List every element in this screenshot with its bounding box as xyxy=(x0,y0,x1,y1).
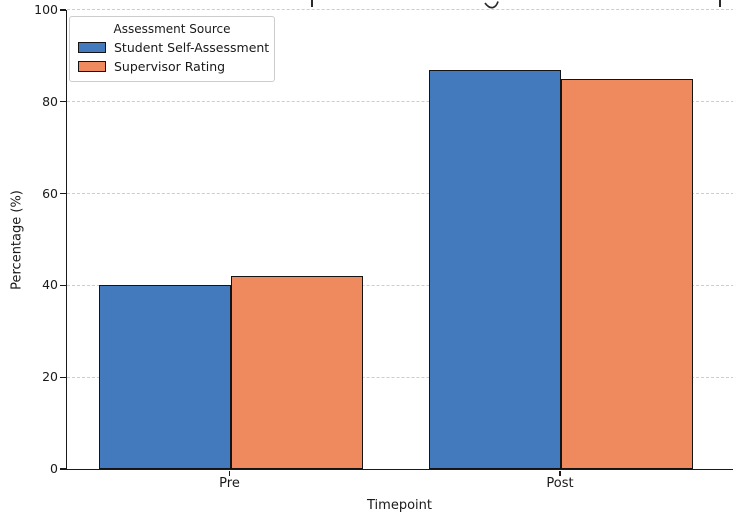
clipped-title-fragment xyxy=(484,1,499,9)
bar-post-supervisor-rating xyxy=(561,78,693,469)
y-tick-label: 0 xyxy=(50,461,58,476)
gridline-y-80 xyxy=(67,101,733,103)
legend-label: Supervisor Rating xyxy=(114,59,226,74)
legend-label: Student Self-Assessment xyxy=(114,40,270,55)
y-tick-label: 60 xyxy=(42,185,58,201)
bar-post-student-self-assessment xyxy=(429,69,561,469)
y-tick-mark xyxy=(60,101,66,103)
y-tick-label: 20 xyxy=(42,369,58,385)
clipped-title-fragment xyxy=(719,0,722,7)
bar-pre-supervisor-rating xyxy=(230,276,363,469)
y-tick-mark xyxy=(60,468,66,470)
bar-pre-student-self-assessment xyxy=(98,285,231,469)
plot-area xyxy=(66,9,733,470)
gridline-y-100 xyxy=(67,9,733,11)
y-tick-mark xyxy=(60,376,66,378)
x-tick-label-post: Post xyxy=(546,476,574,491)
legend-entry-supervisor-rating: Supervisor Rating xyxy=(78,59,266,74)
gridline-y-40 xyxy=(67,284,733,286)
x-tick-mark xyxy=(559,470,561,476)
legend: Assessment Source Student Self-Assessmen… xyxy=(69,16,275,82)
gridline-y-20 xyxy=(67,376,733,378)
legend-swatch-student-self-assessment xyxy=(78,42,106,53)
y-tick-label: 80 xyxy=(42,93,58,109)
legend-entry-student-self-assessment: Student Self-Assessment xyxy=(78,40,270,55)
x-tick-mark xyxy=(228,470,231,476)
y-tick-mark xyxy=(60,9,66,11)
clipped-title-fragment xyxy=(311,0,314,7)
gridline-y-60 xyxy=(67,193,733,194)
x-tick-label-pre: Pre xyxy=(219,476,240,491)
y-tick-mark xyxy=(60,284,66,287)
y-axis-title: Percentage (%) xyxy=(9,190,25,290)
y-tick-label: 40 xyxy=(42,277,58,293)
y-tick-label: 100 xyxy=(34,2,58,17)
y-tick-mark xyxy=(60,192,66,195)
x-axis-title: Timepoint xyxy=(367,498,432,513)
legend-title: Assessment Source xyxy=(113,22,231,36)
legend-swatch-supervisor-rating xyxy=(78,61,106,72)
